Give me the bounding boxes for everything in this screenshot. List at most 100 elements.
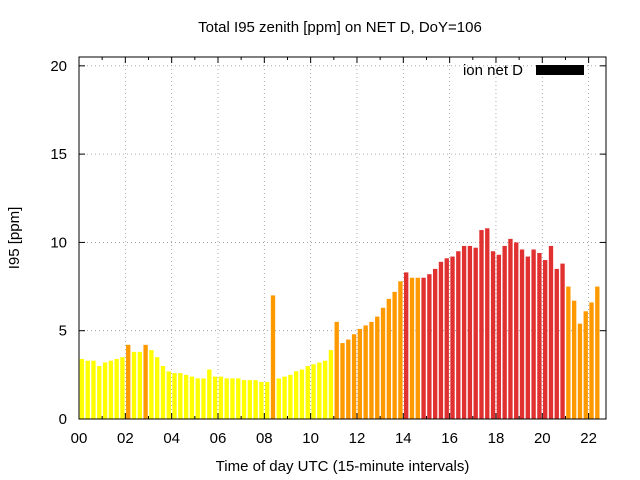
chart-title: Total I95 zenith [ppm] on NET D, DoY=106 [198, 19, 482, 36]
bar [155, 357, 160, 419]
bar [218, 376, 224, 419]
bar [172, 373, 177, 419]
bar [137, 351, 142, 419]
x-tick-label: 22 [580, 430, 597, 447]
bar [294, 371, 299, 419]
bar [79, 358, 85, 419]
bar [241, 380, 247, 419]
bar [571, 300, 577, 419]
bar [178, 373, 183, 419]
bar [508, 238, 513, 419]
bar [496, 254, 502, 419]
bar [583, 311, 588, 419]
bar [108, 360, 114, 419]
bar [566, 286, 571, 419]
bar [432, 268, 438, 419]
bar [276, 378, 281, 419]
ticks: 0 5 10 15 20 00 02 04 06 08 10 12 14 16 18 20 22 [50, 57, 606, 447]
bar [461, 245, 467, 419]
bar [212, 376, 218, 419]
bar [398, 281, 403, 419]
bar [421, 277, 426, 419]
bar [589, 302, 594, 419]
y-tick-label: 0 [59, 411, 67, 428]
bar [392, 291, 397, 419]
bar [363, 325, 368, 419]
bar [351, 334, 357, 419]
bar [224, 378, 229, 419]
x-tick-label: 16 [441, 430, 458, 447]
bar [253, 380, 258, 419]
bar [265, 381, 270, 419]
bar [201, 378, 206, 419]
x-tick-label: 14 [395, 430, 412, 447]
x-tick-label: 10 [302, 430, 319, 447]
legend-swatch [536, 65, 584, 75]
bar [595, 286, 600, 419]
bar [91, 360, 96, 419]
bar [357, 328, 363, 419]
bar [85, 360, 90, 419]
y-axis-label: I95 [ppm] [6, 207, 23, 270]
bar [236, 378, 241, 419]
bar [560, 263, 565, 419]
bar [577, 323, 583, 419]
bar [166, 371, 171, 419]
bar [456, 251, 461, 419]
bar [438, 261, 444, 419]
bar [334, 321, 339, 419]
x-axis-label: Time of day UTC (15-minute intervals) [216, 458, 470, 475]
bar [230, 378, 235, 419]
y-tick-label: 5 [59, 323, 67, 340]
bar [322, 360, 328, 419]
bar [207, 369, 212, 419]
bar [149, 350, 154, 419]
bar [120, 357, 125, 419]
y-tick-label: 15 [50, 146, 67, 163]
bar [299, 369, 305, 419]
bar [502, 245, 507, 419]
bar [485, 228, 490, 419]
x-tick-label: 02 [117, 430, 134, 447]
bar [131, 351, 137, 419]
bar [467, 245, 473, 419]
bar [183, 374, 189, 419]
bar [317, 362, 322, 419]
bar [525, 256, 530, 419]
bar [427, 274, 432, 419]
bar [473, 247, 478, 419]
bar [409, 277, 415, 419]
bar [375, 316, 380, 419]
bar [554, 268, 559, 419]
bar [311, 364, 316, 419]
bar [519, 249, 525, 419]
bar [369, 321, 374, 419]
legend: ion net D [463, 62, 584, 79]
bar [386, 298, 391, 419]
bar [114, 358, 119, 419]
bar [160, 366, 166, 419]
x-tick-label: 00 [71, 430, 88, 447]
bar [247, 380, 253, 419]
grid [79, 57, 606, 419]
bar [346, 339, 351, 419]
bar [415, 277, 420, 419]
bar [444, 258, 449, 419]
bar [380, 307, 386, 419]
plot-frame [78, 56, 607, 420]
bar [450, 256, 455, 419]
bar [531, 249, 536, 419]
bars [79, 228, 600, 419]
y-tick-label: 10 [50, 234, 67, 251]
bar [548, 245, 554, 419]
bar [288, 374, 293, 419]
bar [189, 376, 195, 419]
bar [404, 272, 409, 419]
bar [537, 253, 542, 419]
legend-label: ion net D [463, 62, 523, 79]
bar [270, 295, 276, 419]
x-tick-label: 08 [256, 430, 273, 447]
x-tick-label: 12 [349, 430, 366, 447]
x-tick-label: 06 [210, 430, 227, 447]
